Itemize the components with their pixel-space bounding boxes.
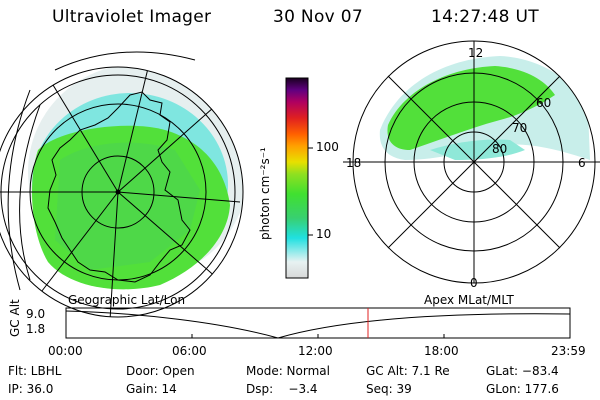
mlt-label-6: 6 [578,156,586,170]
colorbar [285,77,313,279]
status-gain: Gain: 14 [126,382,177,396]
time-label: 14:27:48 UT [431,7,539,27]
mlt-label-12: 12 [468,46,484,60]
coastline [47,91,191,283]
xtick-00-00: 00:00 [48,344,83,358]
status-glat: GLat: −83.4 [486,364,559,378]
timeline-frame [65,307,571,339]
auroral-emission-core [55,142,200,270]
apex-emission [387,66,555,150]
status-door: Door: Open [126,364,195,378]
colorbar-tick-10: 10 [316,227,332,241]
mlat-label-70: 70 [512,121,528,135]
geographic-label: Geographic Lat/Lon [68,293,186,307]
geographic-map [0,51,244,318]
altitude-curve [65,310,571,339]
instrument-title: Ultraviolet Imager [52,7,212,27]
status-filter: Flt: LBHL [8,364,62,378]
status-gc-alt: GC Alt: 7.1 Re [366,364,450,378]
xtick-23-59: 23:59 [551,344,586,358]
apex-map [343,40,600,284]
apex-emission-edge [430,139,525,160]
mlt-label-0: 0 [470,276,478,290]
apex-label: Apex MLat/MLT [424,293,514,307]
status-ip: IP: 36.0 [8,382,54,396]
xtick-06-00: 06:00 [172,344,207,358]
colorbar-tick-100: 100 [316,140,339,154]
mlat-label-80: 80 [492,142,508,156]
status-seq: Seq: 39 [366,382,412,396]
xtick-18-00: 18:00 [424,344,459,358]
mlt-label-18: 18 [346,156,362,170]
mlat-label-60: 60 [536,96,552,110]
status-dsp: Dsp: −3.4 [246,382,318,396]
pole-marker [115,189,121,195]
geo-boundary [0,66,244,318]
colorbar-unit-label: photon cm⁻²s⁻¹ [258,147,272,240]
status-mode: Mode: Normal [246,364,330,378]
timeline-ylabel: GC Alt [8,299,22,337]
date-label: 30 Nov 07 [273,7,363,27]
timeline-ytick-1-8: 1.8 [26,322,46,336]
status-glon: GLon: 177.6 [486,382,559,396]
xtick-12-00: 12:00 [298,344,333,358]
altitude-timeline [65,307,571,339]
timeline-ytick-9: 9.0 [26,307,46,321]
